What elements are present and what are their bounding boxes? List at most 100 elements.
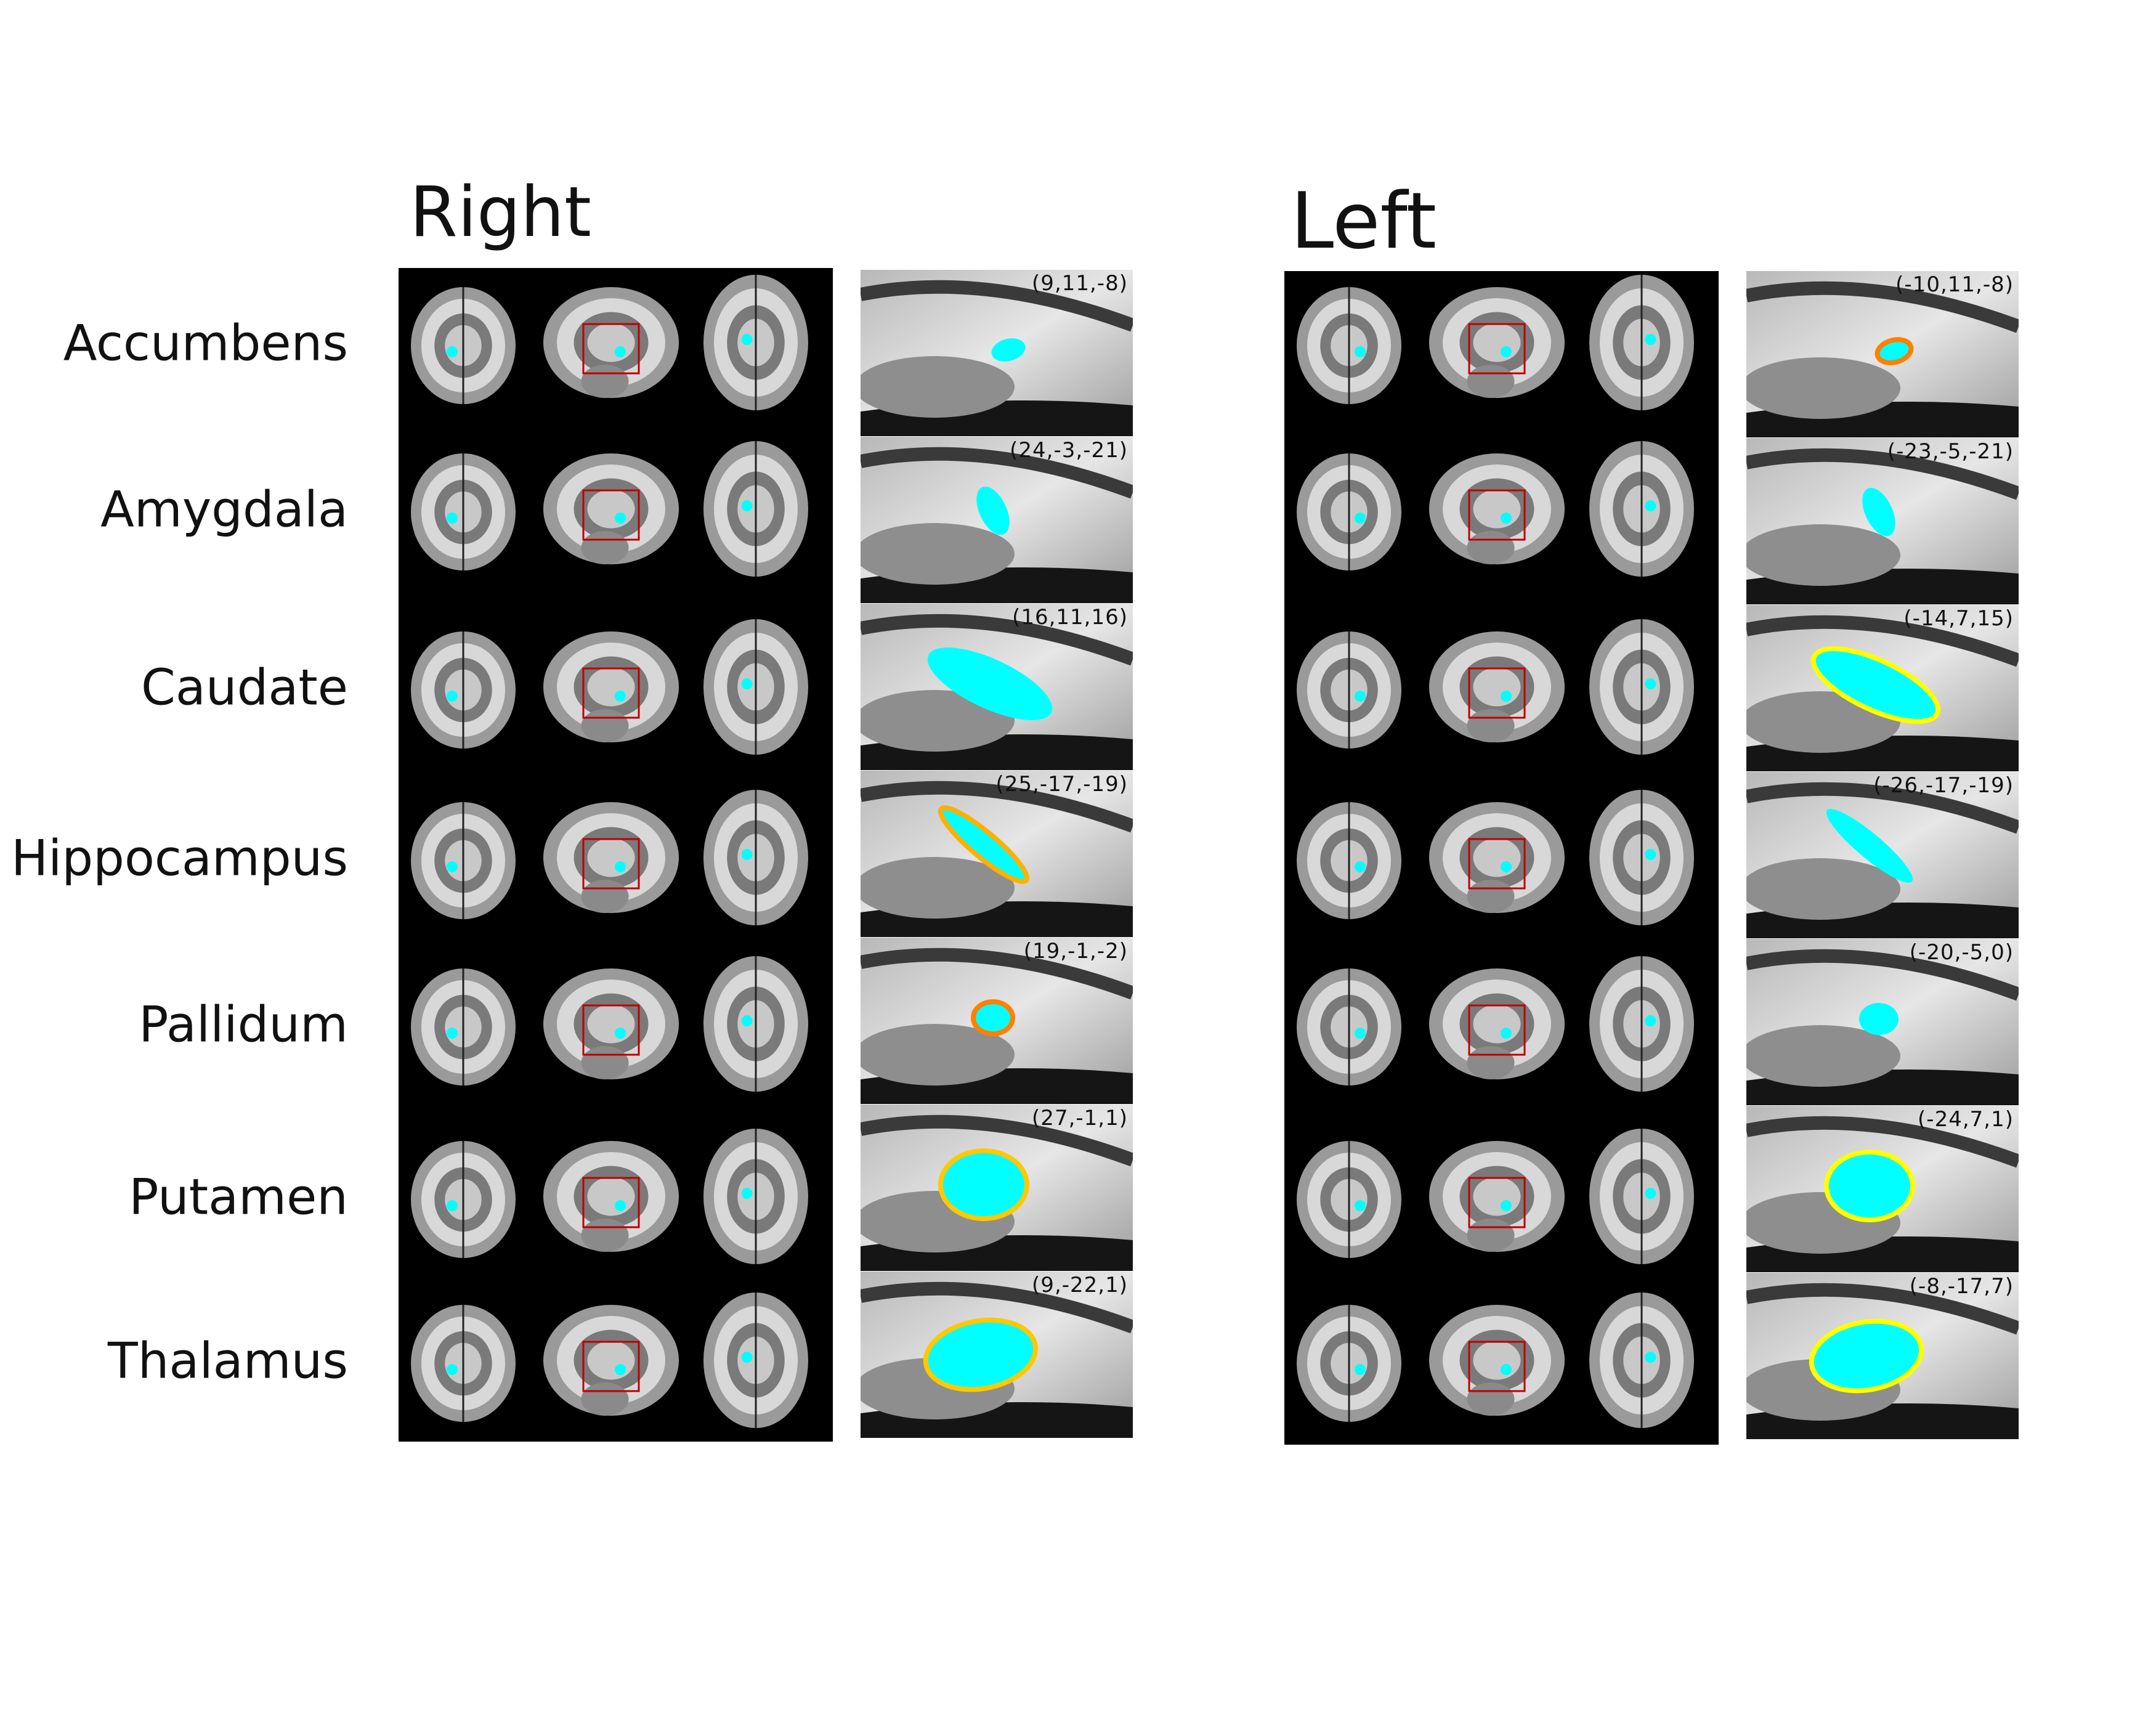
thumbnail-row-right-caudate	[399, 604, 833, 771]
mask-marker	[615, 1364, 626, 1375]
mask-marker	[447, 1364, 458, 1375]
zoom-tile-right-accumbens: (9,11,-8)	[861, 270, 1133, 436]
axial-slice	[703, 1293, 808, 1428]
mask-marker	[1645, 1352, 1656, 1363]
mask-marker	[741, 334, 753, 345]
zoom-tile-left-hippocampus: (-26,-17,-19)	[1746, 772, 2019, 938]
zoom-region-box	[582, 667, 640, 719]
mask-marker	[1355, 691, 1366, 702]
sagittal-slice	[543, 1141, 679, 1252]
mask-marker	[741, 500, 753, 511]
mask-marker	[741, 1352, 753, 1363]
sagittal-slice	[543, 968, 679, 1079]
structure-mask	[923, 1317, 1039, 1392]
zoom-region-box	[1468, 1177, 1526, 1228]
thumbnail-row-left-hippocampus	[1284, 774, 1719, 942]
sagittal-slice	[543, 453, 679, 564]
zoom-tile-left-caudate: (-14,7,15)	[1746, 605, 2019, 771]
coronal-slice	[1297, 453, 1401, 570]
axial-slice	[1589, 1129, 1694, 1264]
structure-label-thalamus: Thalamus	[107, 1332, 348, 1390]
structure-mask	[1824, 1150, 1915, 1222]
sagittal-slice	[1429, 802, 1565, 913]
mask-marker	[615, 346, 626, 357]
zoom-region-box	[1468, 1004, 1526, 1056]
mask-marker	[447, 1028, 458, 1039]
structure-label-amygdala: Amygdala	[100, 481, 348, 538]
mni-coordinate: (25,-17,-19)	[995, 772, 1128, 797]
mask-marker	[1501, 1364, 1512, 1375]
mask-marker	[1501, 861, 1512, 872]
mni-coordinate: (-24,7,1)	[1918, 1107, 2014, 1132]
mask-marker	[615, 861, 626, 872]
coronal-slice	[411, 453, 516, 570]
mask-marker	[615, 1200, 626, 1211]
zoom-tile-right-caudate: (16,11,16)	[861, 604, 1133, 770]
thumbnail-row-right-accumbens	[399, 259, 833, 427]
mni-coordinate: (-26,-17,-19)	[1873, 773, 2014, 798]
mask-marker	[1501, 1200, 1512, 1211]
zoom-region-box	[1468, 323, 1526, 375]
structure-mask	[927, 647, 1053, 720]
zoom-tile-right-pallidum: (19,-1,-2)	[861, 938, 1133, 1104]
axial-slice	[1589, 790, 1694, 925]
mask-marker	[1645, 1015, 1656, 1026]
mask-marker	[615, 513, 626, 524]
coronal-slice	[411, 1305, 516, 1422]
mask-marker	[447, 861, 458, 872]
mni-coordinate: (-23,-5,-21)	[1887, 439, 2014, 464]
left-thumbnail-panel	[1284, 271, 1719, 1445]
zoom-tile-left-pallidum: (-20,-5,0)	[1746, 939, 2019, 1105]
title-left: Left	[1291, 176, 1437, 266]
zoom-tile-left-thalamus: (-8,-17,7)	[1746, 1273, 2019, 1439]
mask-marker	[1501, 1028, 1512, 1039]
mni-coordinate: (-14,7,15)	[1903, 606, 2014, 631]
coronal-slice	[1297, 1305, 1401, 1422]
mask-marker	[1355, 346, 1366, 357]
coronal-slice	[1297, 1141, 1401, 1258]
coronal-slice	[1297, 802, 1401, 919]
sagittal-slice	[543, 1305, 679, 1416]
mni-coordinate: (9,11,-8)	[1032, 271, 1128, 296]
structure-label-pallidum: Pallidum	[139, 996, 348, 1053]
thumbnail-row-right-putamen	[399, 1113, 833, 1281]
axial-slice	[703, 619, 808, 755]
zoom-region-box	[582, 1341, 640, 1392]
sagittal-slice	[543, 631, 679, 742]
structure-mask	[1874, 337, 1914, 365]
thumbnail-row-left-putamen	[1284, 1113, 1719, 1281]
structure-mask	[1859, 1003, 1899, 1035]
structure-label-hippocampus: Hippocampus	[11, 829, 348, 887]
zoom-region-box	[582, 1177, 640, 1228]
structure-label-caudate: Caudate	[141, 659, 348, 716]
zoom-region-box	[1468, 667, 1526, 719]
mask-marker	[1355, 861, 1366, 872]
axial-slice	[1589, 1293, 1694, 1428]
axial-slice	[1589, 956, 1694, 1092]
mask-marker	[447, 513, 458, 524]
sagittal-slice	[1429, 631, 1565, 742]
structure-mask	[1826, 809, 1913, 883]
thumbnail-row-left-accumbens	[1284, 259, 1719, 427]
mni-coordinate: (-10,11,-8)	[1895, 272, 2014, 297]
thumbnail-row-right-amygdala	[399, 426, 833, 593]
axial-slice	[703, 441, 808, 577]
mask-marker	[1355, 1028, 1366, 1039]
structure-label-accumbens: Accumbens	[63, 314, 348, 372]
zoom-region-box	[582, 323, 640, 375]
mask-marker	[1355, 513, 1366, 524]
zoom-tile-left-putamen: (-24,7,1)	[1746, 1106, 2019, 1272]
mask-marker	[1645, 849, 1656, 860]
mask-marker	[1645, 678, 1656, 689]
sagittal-slice	[1429, 453, 1565, 564]
zoom-region-box	[582, 1004, 640, 1056]
mask-marker	[1501, 691, 1512, 702]
thumbnail-row-left-pallidum	[1284, 941, 1719, 1108]
mask-marker	[741, 1188, 753, 1199]
mask-marker	[1645, 334, 1656, 345]
right-thumbnail-panel	[399, 268, 833, 1442]
mni-coordinate: (16,11,16)	[1012, 605, 1128, 630]
coronal-slice	[411, 287, 516, 404]
mni-coordinate: (-20,-5,0)	[1909, 940, 2014, 965]
mask-marker	[1501, 513, 1512, 524]
